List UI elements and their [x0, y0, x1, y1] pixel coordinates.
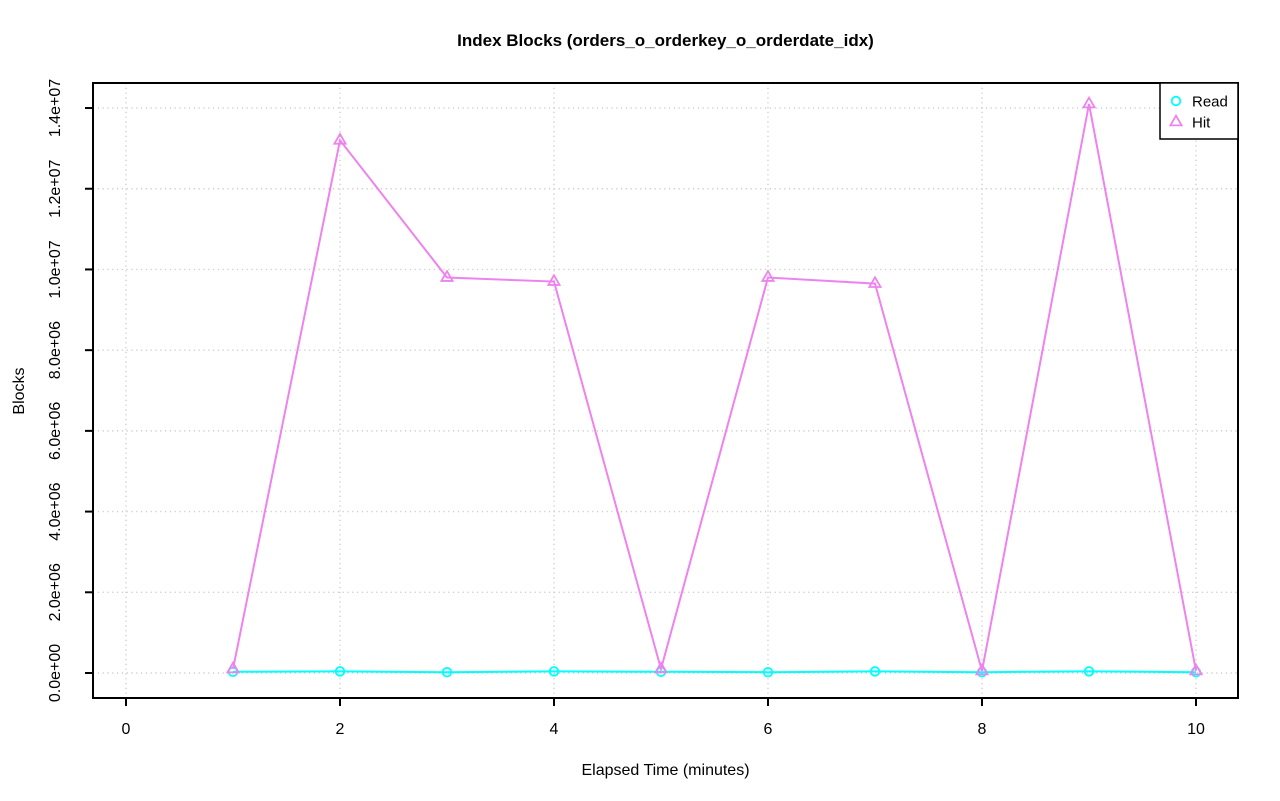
- x-axis-label: Elapsed Time (minutes): [581, 762, 750, 779]
- chart-title: Index Blocks (orders_o_orderkey_o_orderd…: [457, 31, 874, 50]
- hit-marker: [225, 660, 241, 674]
- x-tick-label: 8: [978, 721, 987, 738]
- hit-marker: [974, 662, 990, 676]
- legend-label: Hit: [1192, 115, 1211, 132]
- legend-hit-marker: [1168, 113, 1184, 127]
- hit-marker: [1188, 662, 1204, 676]
- read-marker: [762, 666, 774, 678]
- x-tick-label: 2: [336, 721, 345, 738]
- legend-label: Read: [1192, 94, 1228, 111]
- read-marker: [869, 666, 881, 677]
- x-tick-label: 4: [550, 721, 559, 738]
- series-line-read: [232, 670, 1197, 674]
- read-marker: [441, 666, 453, 678]
- read-marker: [1083, 666, 1095, 677]
- x-tick-label: 10: [1187, 721, 1205, 738]
- hit-marker: [546, 273, 562, 286]
- read-marker: [548, 666, 560, 677]
- hit-marker: [439, 269, 455, 282]
- series-line-hit: [232, 103, 1197, 673]
- hit-marker: [332, 132, 348, 145]
- hit-marker: [653, 660, 669, 674]
- hit-marker: [760, 269, 776, 282]
- y-tick-label: 8.0e+06: [47, 321, 64, 379]
- y-tick-label: 1.4e+07: [47, 79, 64, 137]
- hit-marker: [1081, 95, 1097, 109]
- y-tick-label: 4.0e+06: [47, 482, 64, 540]
- x-tick-label: 6: [764, 721, 773, 738]
- y-tick-label: 0.0e+00: [47, 644, 64, 702]
- read-marker: [334, 666, 346, 677]
- legend-box: [1159, 82, 1239, 140]
- x-tick-label: 0: [122, 721, 131, 738]
- legend-read-marker: [1170, 95, 1182, 107]
- plot-border: [92, 82, 1239, 699]
- y-tick-label: 6.0e+06: [47, 402, 64, 460]
- y-tick-label: 2.0e+06: [47, 563, 64, 621]
- y-tick-label: 1.2e+07: [47, 159, 64, 217]
- hit-marker: [867, 275, 883, 288]
- y-tick-label: 1.0e+07: [47, 240, 64, 298]
